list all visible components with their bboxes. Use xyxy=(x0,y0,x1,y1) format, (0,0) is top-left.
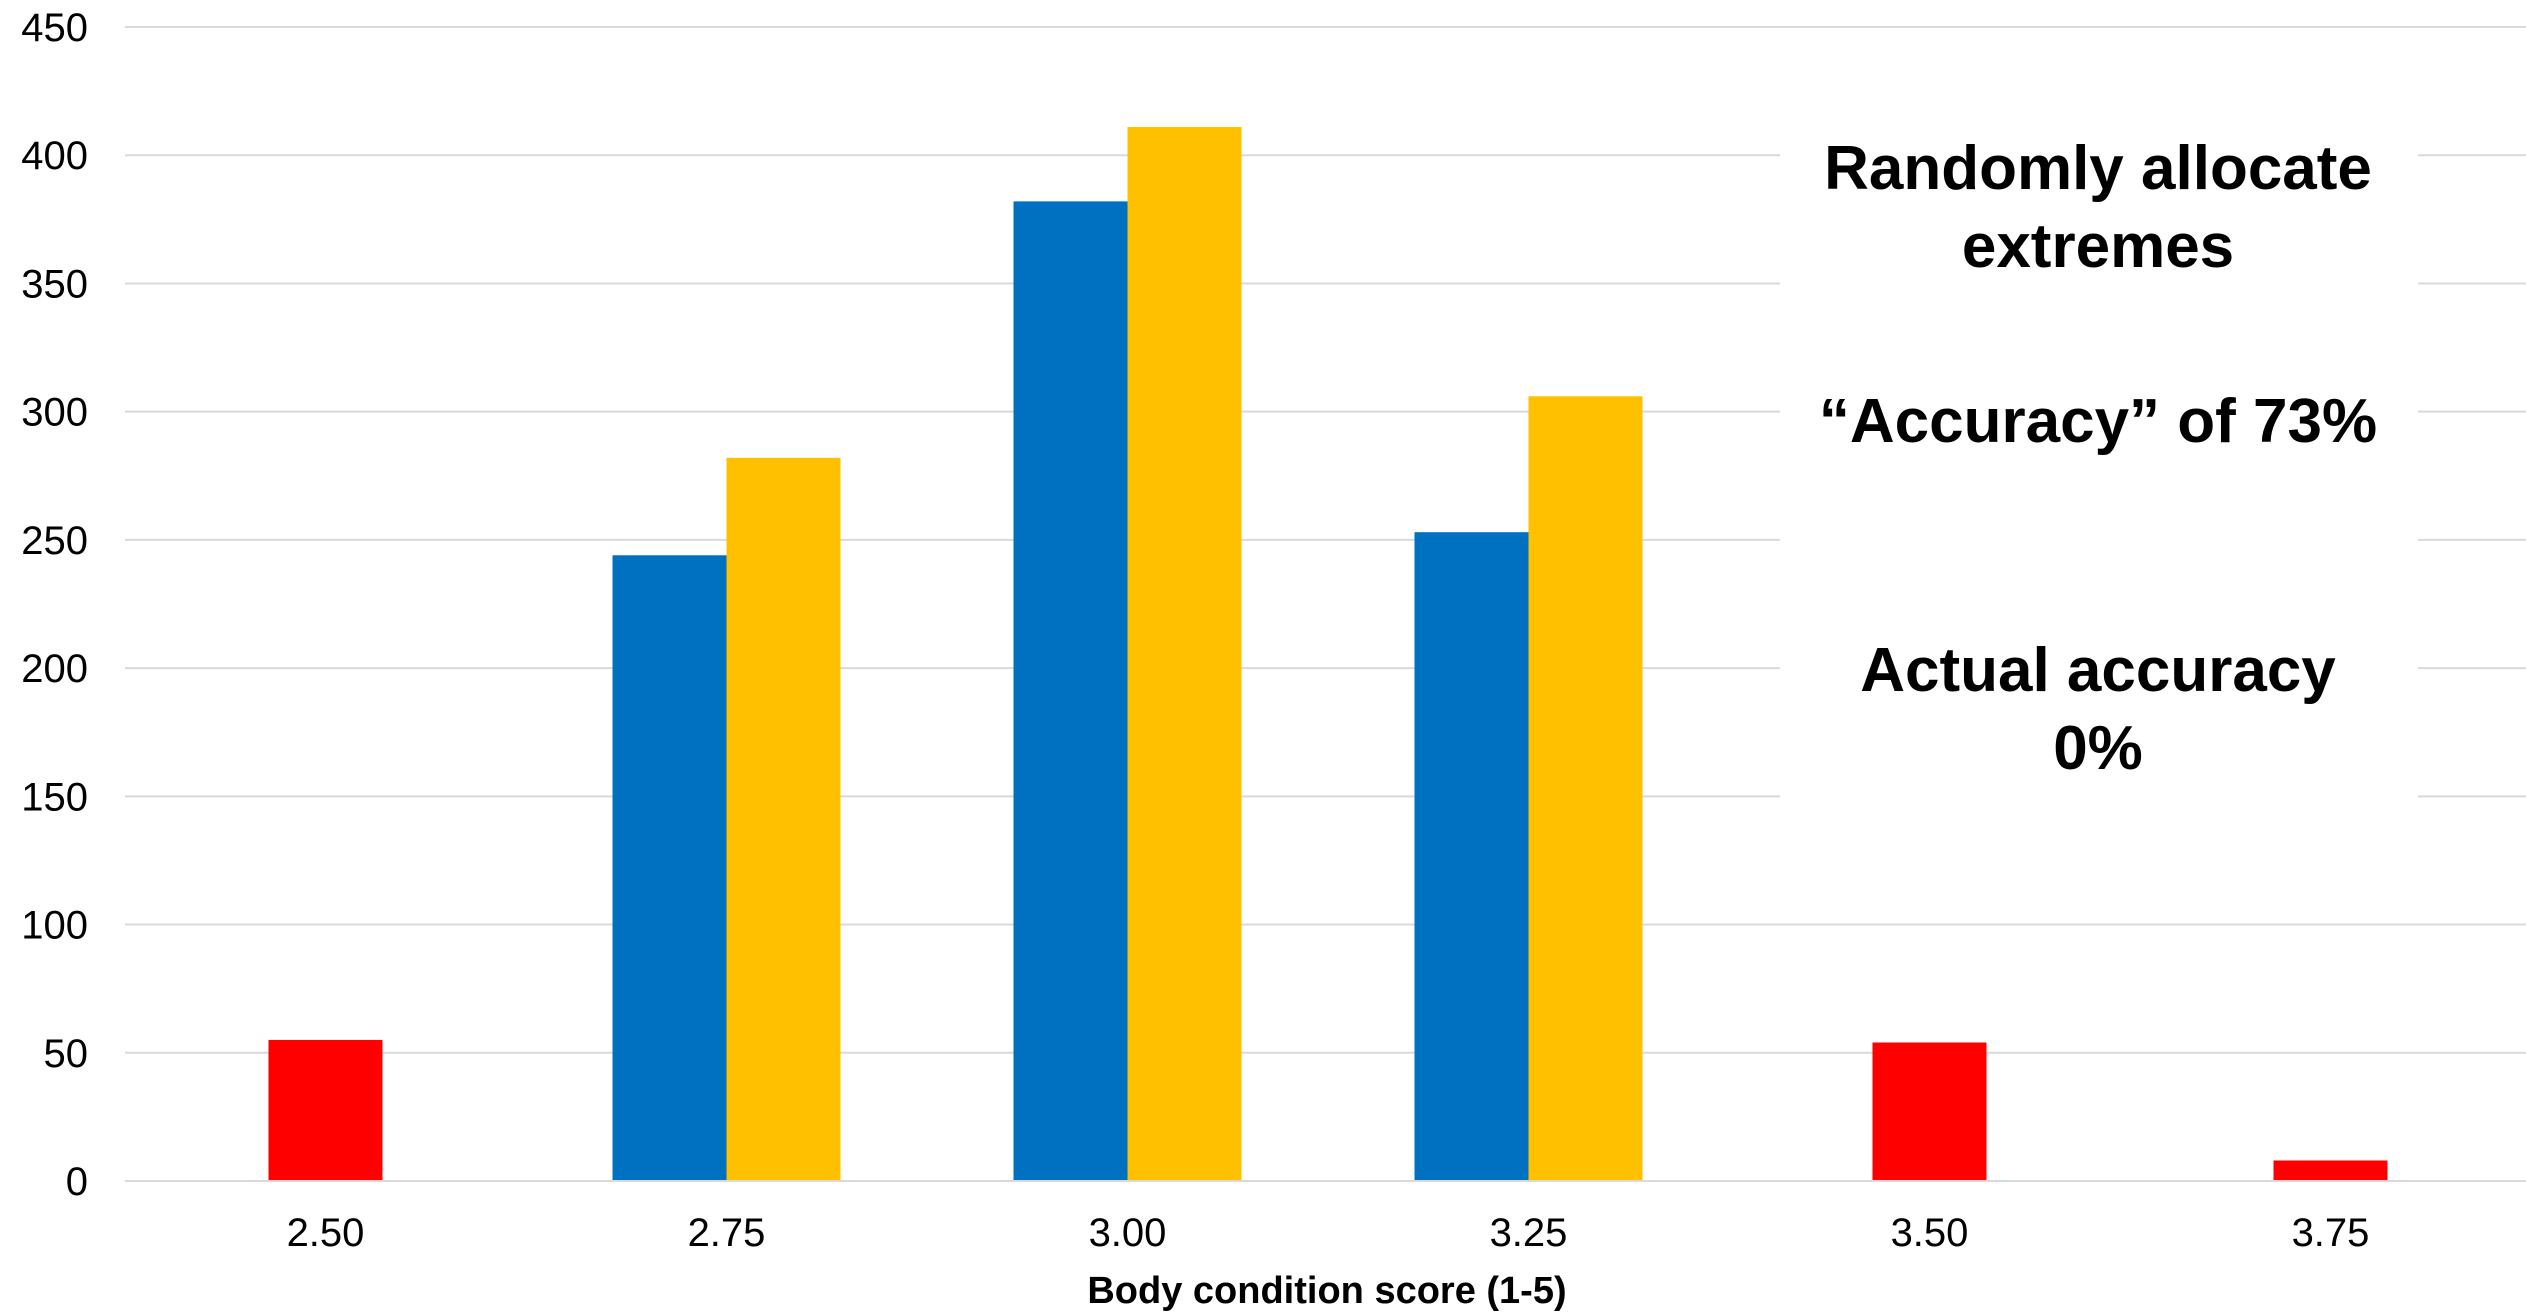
y-tick-label: 100 xyxy=(21,904,88,948)
y-tick-label: 250 xyxy=(21,519,88,563)
annotation-text: Randomly allocate xyxy=(1824,134,2372,203)
y-tick-label: 450 xyxy=(21,6,88,50)
bar xyxy=(1872,1042,1987,1181)
bar xyxy=(268,1039,383,1181)
annotation-text: Actual accuracy xyxy=(1860,636,2336,705)
bar xyxy=(612,555,727,1181)
y-axis: 0 50 100 150 200 250 300 350 400 450 xyxy=(21,6,88,1204)
y-tick-label: 400 xyxy=(21,134,88,178)
bar xyxy=(726,457,841,1181)
bar xyxy=(1414,532,1529,1181)
annotation-text: “Accuracy” of 73% xyxy=(1819,387,2377,456)
y-tick-label: 0 xyxy=(66,1160,88,1204)
annotations: Randomly allocate extremes “Accuracy” of 7… xyxy=(1819,134,2377,783)
bar xyxy=(1013,201,1128,1182)
bars xyxy=(268,127,2388,1182)
y-tick-label: 50 xyxy=(44,1032,89,1076)
x-tick-label: 3.25 xyxy=(1490,1211,1568,1255)
x-tick-label: 3.00 xyxy=(1089,1211,1167,1255)
x-tick-label: 2.50 xyxy=(287,1211,365,1255)
gridlines xyxy=(125,26,2526,1054)
bar xyxy=(1127,127,1242,1182)
bar xyxy=(2273,1160,2388,1181)
bar xyxy=(1528,396,1643,1181)
x-tick-label: 3.50 xyxy=(1891,1211,1969,1255)
annotation-text: 0% xyxy=(2053,714,2143,783)
y-tick-label: 300 xyxy=(21,391,88,435)
x-tick-labels: 2.50 2.75 3.00 3.25 3.50 3.75 xyxy=(287,1211,2370,1255)
x-tick-label: 2.75 xyxy=(688,1211,766,1255)
x-axis-title: Body condition score (1-5) xyxy=(1087,1270,1566,1312)
y-tick-label: 200 xyxy=(21,647,88,691)
y-tick-label: 350 xyxy=(21,262,88,306)
x-tick-label: 3.75 xyxy=(2292,1211,2370,1255)
y-tick-label: 150 xyxy=(21,775,88,819)
annotation-text: extremes xyxy=(1962,212,2234,281)
